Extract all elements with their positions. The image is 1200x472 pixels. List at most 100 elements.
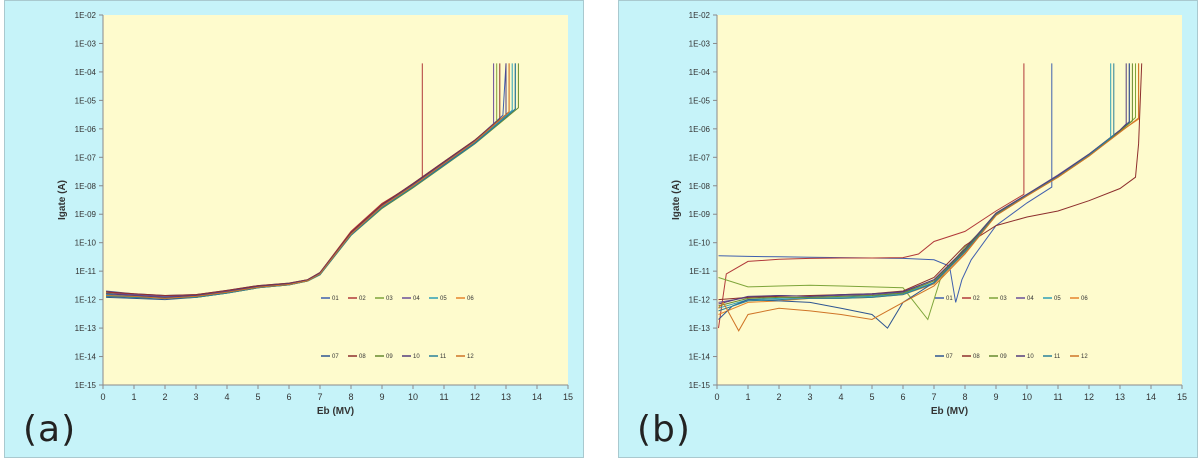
x-tick-label: 7 [931, 392, 936, 402]
x-tick-label: 10 [408, 392, 418, 402]
x-tick-label: 13 [1115, 392, 1125, 402]
x-tick-label: 3 [807, 392, 812, 402]
legend-label-05: 05 [440, 296, 447, 302]
legend-label-12: 12 [467, 354, 474, 360]
legend-label-11: 11 [440, 354, 447, 360]
x-axis-label: Eb (MV) [931, 406, 968, 417]
x-tick-label: 4 [224, 392, 229, 402]
series-line-10 [106, 63, 507, 298]
legend-label-03: 03 [386, 296, 393, 302]
legend-label-02: 02 [973, 296, 980, 302]
y-tick-label: 1E-04 [75, 68, 97, 77]
y-tick-label: 1E-08 [689, 182, 711, 191]
legend-label-05: 05 [1054, 296, 1061, 302]
y-tick-label: 1E-04 [689, 68, 711, 77]
x-tick-label: 4 [838, 392, 843, 402]
y-tick-label: 1E-03 [75, 39, 97, 48]
x-tick-label: 5 [255, 392, 260, 402]
series-group [106, 63, 519, 301]
plot-area [103, 15, 568, 385]
x-tick-label: 14 [1146, 392, 1156, 402]
y-tick-label: 1E-15 [689, 381, 711, 390]
x-tick-label: 12 [470, 392, 480, 402]
y-tick-label: 1E-07 [75, 153, 97, 162]
x-tick-label: 7 [317, 392, 322, 402]
y-tick-label: 1E-12 [75, 296, 97, 305]
legend-label-10: 10 [1027, 354, 1034, 360]
legend-label-06: 06 [1081, 296, 1088, 302]
y-tick-label: 1E-09 [689, 210, 711, 219]
y-tick-label: 1E-02 [75, 11, 97, 20]
panel-label-a: (a) [23, 409, 77, 450]
y-tick-label: 1E-07 [689, 153, 711, 162]
y-tick-label: 1E-14 [689, 353, 711, 362]
y-tick-label: 1E-11 [75, 267, 96, 276]
y-tick-label: 1E-14 [75, 353, 97, 362]
series-line-02 [718, 63, 1025, 329]
y-tick-label: 1E-13 [689, 324, 711, 333]
x-tick-label: 9 [379, 392, 384, 402]
series-line-08 [106, 63, 501, 297]
y-tick-label: 1E-02 [689, 11, 711, 20]
legend-label-08: 08 [359, 354, 366, 360]
x-tick-label: 3 [193, 392, 198, 402]
legend-label-09: 09 [386, 354, 393, 360]
legend-label-07: 07 [946, 354, 953, 360]
x-tick-label: 6 [286, 392, 291, 402]
chart-b: 1E-15 1E-14 1E-13 1E-12 1E-11 1E-10 1E-09 1E-08… [671, 11, 1187, 417]
y-axis-label: Igate (A) [57, 180, 68, 220]
y-tick-label: 1E-13 [75, 324, 97, 333]
x-tick-label: 14 [532, 392, 542, 402]
panel-label-b: (b) [637, 409, 691, 450]
y-tick-label: 1E-09 [75, 210, 97, 219]
x-tick-label: 0 [100, 392, 105, 402]
x-tick-label: 6 [900, 392, 905, 402]
legend-label-12: 12 [1081, 354, 1088, 360]
x-tick-label: 1 [745, 392, 750, 402]
legend-label-10: 10 [413, 354, 420, 360]
x-tick-label: 15 [1177, 392, 1187, 402]
x-tick-label: 2 [162, 392, 167, 402]
series-line-01 [718, 63, 1053, 303]
legend-label-01: 01 [332, 296, 339, 302]
legend-label-06: 06 [467, 296, 474, 302]
x-tick-label: 1 [131, 392, 136, 402]
x-tick-label: 13 [501, 392, 511, 402]
x-tick-label: 11 [439, 392, 448, 402]
y-tick-label: 1E-12 [689, 296, 711, 305]
x-tick-label: 5 [869, 392, 874, 402]
legend-label-04: 04 [413, 296, 420, 302]
y-tick-label: 1E-05 [689, 96, 711, 105]
series-group [718, 63, 1143, 332]
x-tick-label: 2 [776, 392, 781, 402]
y-tick-label: 1E-15 [75, 381, 97, 390]
legend-label-03: 03 [1000, 296, 1007, 302]
y-tick-label: 1E-06 [75, 125, 97, 134]
x-tick-label: 8 [962, 392, 967, 402]
legend-label-01: 01 [946, 296, 953, 302]
legend-label-07: 07 [332, 354, 339, 360]
x-tick-label: 8 [348, 392, 353, 402]
y-tick-label: 1E-05 [75, 96, 97, 105]
x-axis-label: Eb (MV) [317, 406, 354, 417]
chart-a: 1E-15 1E-14 1E-13 1E-12 1E-11 1E-10 1E-09 1E-08… [57, 11, 573, 417]
y-tick-label: 1E-08 [75, 182, 97, 191]
x-tick-label: 9 [993, 392, 998, 402]
series-line-12 [718, 63, 1140, 332]
chart-panel-a: 1E-15 1E-14 1E-13 1E-12 1E-11 1E-10 1E-09 1E-08… [4, 0, 584, 458]
y-axis-label: Igate (A) [671, 180, 682, 220]
legend-label-09: 09 [1000, 354, 1007, 360]
series-line-12 [106, 63, 510, 299]
x-tick-label: 10 [1022, 392, 1032, 402]
x-tick-label: 12 [1084, 392, 1094, 402]
legend-label-02: 02 [359, 296, 366, 302]
y-tick-label: 1E-03 [689, 39, 711, 48]
series-line-11 [718, 63, 1115, 312]
y-tick-label: 1E-11 [689, 267, 710, 276]
legend-label-11: 11 [1054, 354, 1061, 360]
y-tick-label: 1E-06 [689, 125, 711, 134]
chart-panel-b: 1E-15 1E-14 1E-13 1E-12 1E-11 1E-10 1E-09 1E-08… [618, 0, 1198, 458]
y-tick-label: 1E-10 [75, 239, 97, 248]
x-tick-label: 0 [714, 392, 719, 402]
legend-label-08: 08 [973, 354, 980, 360]
